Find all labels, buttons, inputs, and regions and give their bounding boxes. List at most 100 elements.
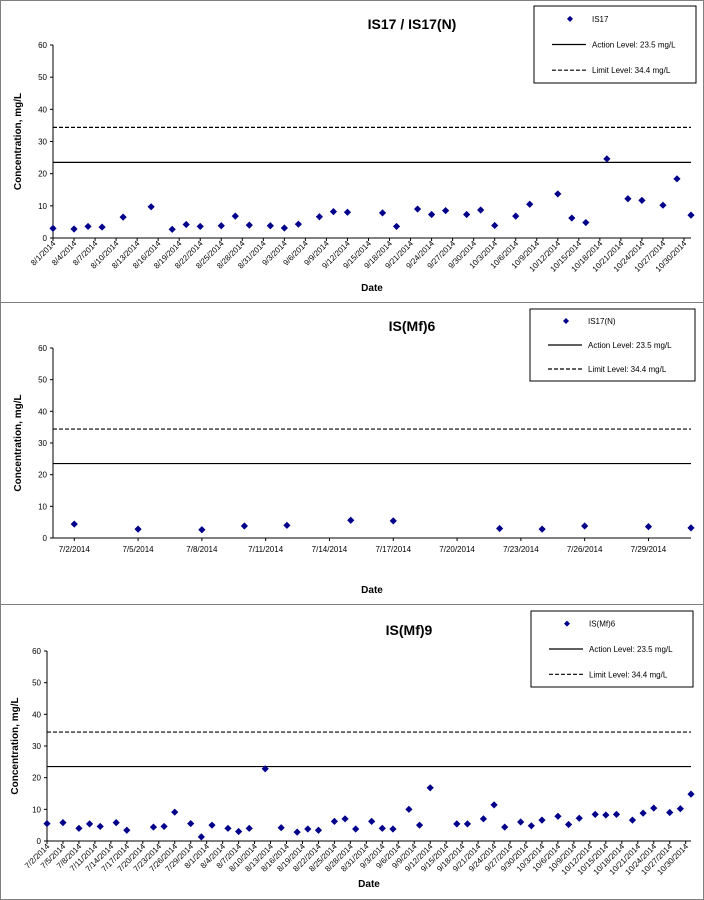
data-point bbox=[405, 805, 413, 813]
data-point bbox=[527, 822, 535, 830]
x-axis-title: Date bbox=[358, 879, 380, 890]
chart-title: IS(Mf)6 bbox=[389, 318, 436, 334]
data-point bbox=[224, 824, 232, 832]
data-point bbox=[612, 810, 621, 818]
data-point bbox=[575, 814, 583, 822]
data-point bbox=[392, 222, 401, 231]
y-tick-label: 40 bbox=[38, 105, 47, 114]
data-point bbox=[149, 823, 158, 831]
x-tick-label: 7/17/2014 bbox=[375, 545, 411, 554]
y-axis-title: Concentration, mg/L bbox=[13, 93, 24, 190]
data-point bbox=[582, 218, 590, 227]
x-axis-title: Date bbox=[361, 283, 383, 294]
x-tick-label: 7/8/2014 bbox=[186, 545, 218, 554]
x-tick-label: 7/26/2014 bbox=[567, 545, 603, 554]
data-point bbox=[347, 516, 355, 524]
y-tick-label: 50 bbox=[38, 73, 47, 82]
y-axis-title: Concentration, mg/L bbox=[10, 697, 21, 794]
data-point bbox=[329, 208, 338, 216]
data-point bbox=[85, 820, 94, 828]
data-point bbox=[644, 523, 653, 531]
data-point bbox=[240, 522, 248, 530]
chart-panel-ismf6: IS(Mf)6 0 10 20 30 40 50 60 Concentration, mg/L 7… bbox=[0, 302, 704, 606]
data-point bbox=[491, 221, 499, 230]
data-point bbox=[453, 820, 461, 828]
data-point bbox=[554, 190, 562, 198]
data-point bbox=[526, 200, 534, 208]
data-point bbox=[96, 822, 104, 831]
data-point bbox=[182, 220, 190, 229]
data-point bbox=[628, 816, 637, 824]
y-tick-label: 0 bbox=[43, 534, 48, 543]
data-point bbox=[277, 824, 285, 832]
y-axis-title: Concentration, mg/L bbox=[13, 394, 24, 491]
y-tick-label: 20 bbox=[32, 774, 41, 783]
x-tick-label: 7/23/2014 bbox=[503, 545, 539, 554]
data-point bbox=[442, 207, 450, 215]
y-tick-label: 60 bbox=[38, 41, 47, 50]
data-point bbox=[477, 206, 485, 214]
data-point bbox=[426, 784, 434, 792]
data-point bbox=[134, 525, 142, 533]
data-point bbox=[591, 810, 599, 818]
data-point bbox=[517, 818, 525, 826]
y-tick-label: 0 bbox=[37, 837, 42, 846]
data-point bbox=[687, 790, 695, 798]
data-point bbox=[624, 195, 632, 203]
chart-svg-is17: IS17 / IS17(N) 0 10 20 30 40 50 60 Concentration… bbox=[13, 5, 697, 294]
data-point bbox=[123, 826, 131, 834]
data-point bbox=[84, 222, 92, 231]
data-point bbox=[415, 821, 424, 829]
data-point bbox=[538, 525, 546, 533]
data-point bbox=[512, 212, 520, 220]
data-point bbox=[283, 521, 291, 529]
chart-svg-ismf6: IS(Mf)6 0 10 20 30 40 50 60 Concentration, mg/L 7… bbox=[13, 308, 696, 596]
data-point bbox=[463, 820, 472, 828]
x-tick-label: 7/14/2014 bbox=[312, 545, 348, 554]
data-point bbox=[208, 821, 216, 829]
y-tick-label: 30 bbox=[38, 138, 47, 147]
data-point bbox=[266, 222, 274, 230]
y-tick-label: 30 bbox=[32, 742, 41, 751]
chart-panel-ismf9: IS(Mf)9 0 10 20 30 40 50 60 Concentration, mg/L 7… bbox=[0, 604, 704, 900]
data-point bbox=[231, 212, 239, 220]
data-point bbox=[479, 815, 488, 823]
legend-marker bbox=[564, 620, 570, 627]
legend-label: Limit Level: 34.4 mg/L bbox=[592, 66, 671, 75]
data-point bbox=[197, 833, 205, 841]
chart-title: IS(Mf)9 bbox=[386, 622, 433, 638]
data-point bbox=[368, 817, 376, 825]
data-point bbox=[112, 819, 120, 827]
data-point bbox=[280, 224, 288, 232]
y-tick-label: 40 bbox=[32, 710, 41, 719]
data-point bbox=[564, 820, 573, 829]
data-point bbox=[352, 825, 360, 833]
data-point bbox=[463, 210, 471, 219]
data-point bbox=[217, 222, 225, 230]
data-point bbox=[315, 213, 324, 221]
data-point bbox=[70, 520, 78, 528]
x-tick-label: 7/11/2014 bbox=[248, 545, 284, 554]
data-point bbox=[168, 225, 176, 233]
data-point bbox=[378, 209, 387, 217]
data-point bbox=[70, 225, 78, 233]
legend-label: IS(Mf)6 bbox=[589, 620, 616, 629]
data-point bbox=[676, 805, 684, 813]
data-point bbox=[98, 223, 106, 231]
y-tick-label: 60 bbox=[38, 344, 47, 353]
data-point bbox=[496, 524, 504, 533]
y-tick-label: 10 bbox=[38, 502, 47, 511]
data-point bbox=[389, 517, 397, 525]
data-point bbox=[314, 826, 323, 834]
y-tick-label: 10 bbox=[38, 202, 47, 211]
legend-label: Action Level: 23.5 mg/L bbox=[589, 645, 673, 654]
legend-label: Limit Level: 34.4 mg/L bbox=[589, 670, 668, 679]
legend-label: Limit Level: 34.4 mg/L bbox=[588, 365, 667, 374]
y-tick-label: 50 bbox=[38, 376, 47, 385]
data-point bbox=[687, 211, 695, 219]
x-tick-label: 7/20/2014 bbox=[439, 545, 475, 554]
data-point bbox=[602, 811, 610, 819]
y-tick-label: 30 bbox=[38, 439, 47, 448]
data-point bbox=[187, 819, 195, 828]
